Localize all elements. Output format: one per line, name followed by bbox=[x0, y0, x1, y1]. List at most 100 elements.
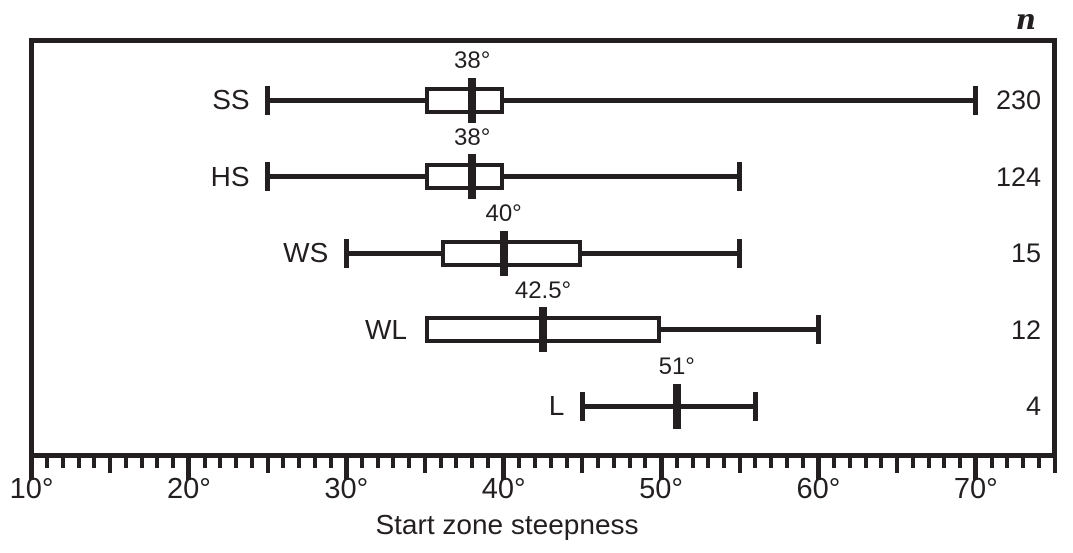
minor-tick bbox=[76, 453, 81, 468]
minor-tick bbox=[407, 453, 412, 468]
x-tick-label: 40° bbox=[481, 473, 526, 505]
minor-tick bbox=[202, 453, 207, 468]
iqr-box bbox=[440, 239, 583, 267]
x-tick-label: 10° bbox=[9, 473, 54, 505]
median-value-label: 42.5° bbox=[514, 276, 572, 304]
major-tick bbox=[501, 453, 507, 480]
minor-tick bbox=[1005, 453, 1010, 468]
medium-tick bbox=[422, 453, 427, 473]
minor-tick bbox=[847, 453, 852, 468]
minor-tick bbox=[721, 453, 726, 468]
major-tick bbox=[186, 453, 192, 480]
minor-tick bbox=[596, 453, 601, 468]
medium-tick bbox=[895, 453, 900, 473]
whisker-cap-min bbox=[343, 238, 349, 268]
n-value: 124 bbox=[995, 161, 1041, 192]
minor-tick bbox=[706, 453, 711, 468]
median-value-label: 40° bbox=[485, 200, 522, 227]
median-line bbox=[468, 154, 477, 199]
minor-tick bbox=[753, 453, 758, 468]
whisker-line bbox=[582, 403, 756, 409]
minor-tick bbox=[548, 453, 553, 468]
x-tick-label: 30° bbox=[324, 473, 369, 505]
n-value: 230 bbox=[995, 85, 1041, 115]
minor-tick bbox=[800, 453, 805, 468]
median-line bbox=[499, 230, 508, 276]
minor-tick bbox=[564, 453, 569, 468]
median-line bbox=[672, 383, 681, 429]
major-tick bbox=[343, 453, 349, 480]
whisker-line bbox=[267, 97, 976, 103]
minor-tick bbox=[139, 453, 144, 468]
whisker-cap-max bbox=[737, 162, 743, 191]
minor-tick bbox=[360, 453, 364, 468]
major-tick bbox=[29, 453, 34, 480]
medium-tick bbox=[265, 453, 270, 473]
minor-tick bbox=[218, 453, 223, 468]
minor-tick bbox=[517, 453, 522, 468]
x-axis-title: Start zone steepness bbox=[375, 509, 639, 540]
minor-tick bbox=[1021, 453, 1026, 468]
minor-tick bbox=[328, 453, 333, 468]
minor-tick bbox=[391, 453, 396, 468]
minor-tick bbox=[171, 453, 176, 468]
median-line bbox=[539, 307, 547, 352]
major-tick bbox=[658, 453, 664, 480]
minor-tick bbox=[989, 453, 994, 468]
medium-tick bbox=[108, 453, 113, 473]
minor-tick bbox=[485, 453, 490, 468]
minor-tick bbox=[60, 453, 65, 468]
minor-tick bbox=[375, 453, 380, 468]
minor-tick bbox=[643, 453, 648, 468]
minor-tick bbox=[674, 453, 679, 468]
x-tick-label: 60° bbox=[796, 473, 841, 505]
minor-tick bbox=[1036, 453, 1041, 468]
minor-tick bbox=[690, 453, 695, 468]
whisker-cap-min bbox=[579, 391, 585, 421]
minor-tick bbox=[155, 453, 160, 468]
minor-tick bbox=[942, 453, 947, 468]
x-tick-label: 20° bbox=[166, 473, 211, 505]
minor-tick bbox=[627, 453, 632, 468]
minor-tick bbox=[470, 453, 475, 468]
category-label: L bbox=[548, 390, 565, 421]
n-value: 12 bbox=[1010, 314, 1041, 345]
whisker-cap-min bbox=[265, 85, 271, 115]
n-value: 15 bbox=[1010, 238, 1041, 268]
major-tick bbox=[973, 453, 979, 480]
whisker-cap-min bbox=[265, 162, 271, 191]
minor-tick bbox=[454, 453, 459, 468]
minor-tick bbox=[832, 453, 837, 468]
medium-tick bbox=[737, 453, 742, 473]
minor-tick bbox=[438, 453, 443, 468]
minor-tick bbox=[611, 453, 616, 468]
medium-tick bbox=[580, 453, 585, 473]
n-column-header: n bbox=[1015, 3, 1036, 36]
category-label: HS bbox=[210, 160, 250, 192]
n-value: 4 bbox=[1025, 391, 1041, 421]
major-tick bbox=[815, 453, 821, 480]
minor-tick bbox=[123, 453, 128, 468]
minor-tick bbox=[297, 453, 302, 468]
minor-tick bbox=[234, 453, 239, 468]
minor-tick bbox=[249, 453, 254, 468]
category-label: SS bbox=[212, 84, 250, 115]
median-value-label: 38° bbox=[454, 123, 491, 151]
minor-tick bbox=[312, 453, 317, 468]
minor-tick bbox=[769, 453, 774, 468]
median-value-label: 38° bbox=[454, 47, 491, 74]
x-tick-label: 70° bbox=[953, 473, 998, 505]
iqr-box bbox=[424, 163, 504, 190]
x-tick-label: 50° bbox=[639, 473, 683, 505]
plot-border bbox=[29, 38, 1057, 458]
iqr-box bbox=[424, 86, 504, 114]
whisker-cap-max bbox=[752, 391, 758, 421]
minor-tick bbox=[910, 453, 915, 468]
medium-tick bbox=[1052, 453, 1057, 473]
minor-tick bbox=[926, 453, 931, 468]
median-line bbox=[468, 77, 477, 123]
minor-tick bbox=[784, 453, 789, 468]
category-label: WS bbox=[283, 237, 329, 268]
category-label: WL bbox=[364, 313, 407, 345]
